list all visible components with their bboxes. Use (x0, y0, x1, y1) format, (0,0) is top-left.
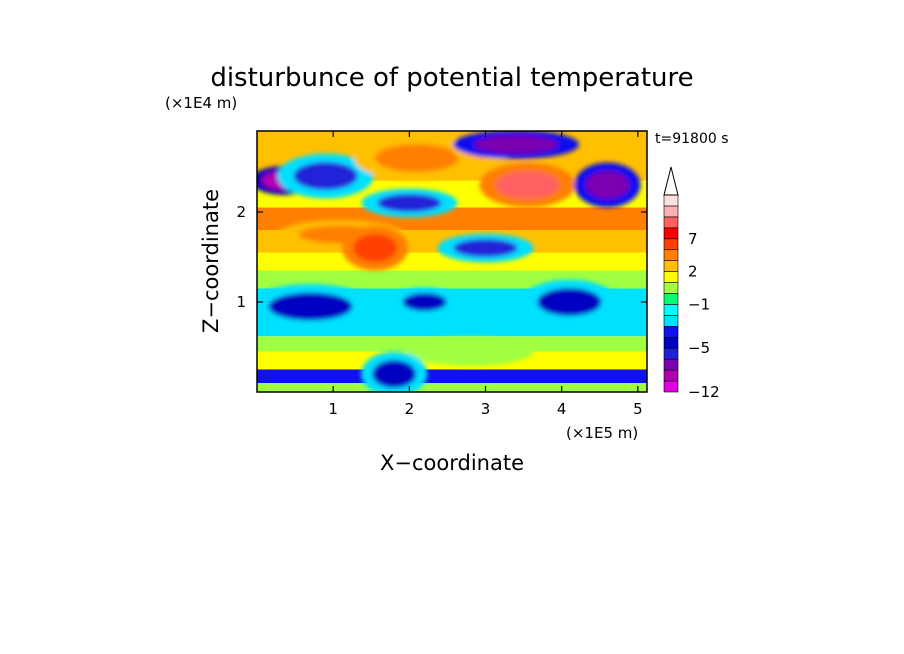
x-axis-label: X−coordinate (380, 451, 524, 475)
colorbar-extend-arrow (663, 166, 679, 196)
y-scale-label: (×1E4 m) (165, 94, 237, 112)
y-axis-ticks: 12 (236, 203, 647, 311)
colorbar-segment (663, 347, 679, 360)
colorbar-segment (663, 249, 679, 261)
time-label: t=91800 s (655, 131, 729, 147)
field-feature (495, 171, 560, 199)
x-axis-ticks: 1 2 3 4 5 (328, 131, 643, 418)
y-tick-label: 2 (236, 203, 246, 221)
x-tick-label: 3 (481, 400, 491, 418)
colorbar-segment (663, 304, 679, 316)
field-feature (402, 293, 447, 311)
colorbar-segment (663, 358, 679, 371)
colorbar-segment (663, 271, 679, 283)
colorbar-segment (663, 326, 679, 338)
x-tick-label: 4 (557, 400, 567, 418)
field-feature (374, 144, 459, 172)
colorbar-segment (663, 205, 679, 218)
field-band (257, 369, 647, 383)
y-axis-label: Z−coordinate (199, 189, 223, 333)
field-feature (372, 360, 417, 388)
field-feature (377, 194, 442, 212)
heatmap-field (257, 131, 647, 392)
field-feature (473, 135, 558, 154)
colorbar-tick-label: −5 (688, 339, 710, 357)
x-tick-label: 5 (633, 400, 643, 418)
x-tick-label: 2 (405, 400, 415, 418)
colorbar-segment (663, 293, 679, 305)
colorbar-segment (663, 238, 679, 251)
field-feature (293, 162, 358, 190)
x-tick-label: 1 (328, 400, 338, 418)
chart-title: disturbunce of potential temperature (210, 63, 693, 93)
colorbar-segment (663, 216, 679, 229)
colorbar-segment (663, 315, 679, 327)
colorbar-segment (663, 194, 679, 207)
colorbar-tick-label: 7 (688, 230, 698, 248)
colorbar-segment (663, 380, 679, 393)
colorbar-tick-label: −12 (688, 383, 720, 401)
colorbar-segment (663, 336, 679, 349)
field-feature (453, 239, 518, 257)
field-feature (353, 234, 398, 262)
colorbar-segment (663, 260, 679, 272)
x-scale-label: (×1E5 m) (566, 424, 638, 442)
colorbar-tick-label: −1 (688, 295, 710, 313)
colorbar-segment (663, 369, 679, 382)
colorbar-tick-label: 2 (688, 263, 698, 281)
field-feature (428, 342, 513, 361)
field-band (257, 320, 647, 337)
colorbar-segment (663, 282, 679, 294)
field-feature (585, 171, 630, 199)
field-feature (537, 288, 602, 316)
colorbar-segment (663, 227, 679, 240)
plot-frame (256, 130, 648, 393)
field-band (257, 383, 647, 392)
field-feature (268, 292, 353, 321)
colorbar: 7 2 −1 −5 −12 (663, 166, 720, 401)
y-tick-label: 1 (236, 293, 246, 311)
